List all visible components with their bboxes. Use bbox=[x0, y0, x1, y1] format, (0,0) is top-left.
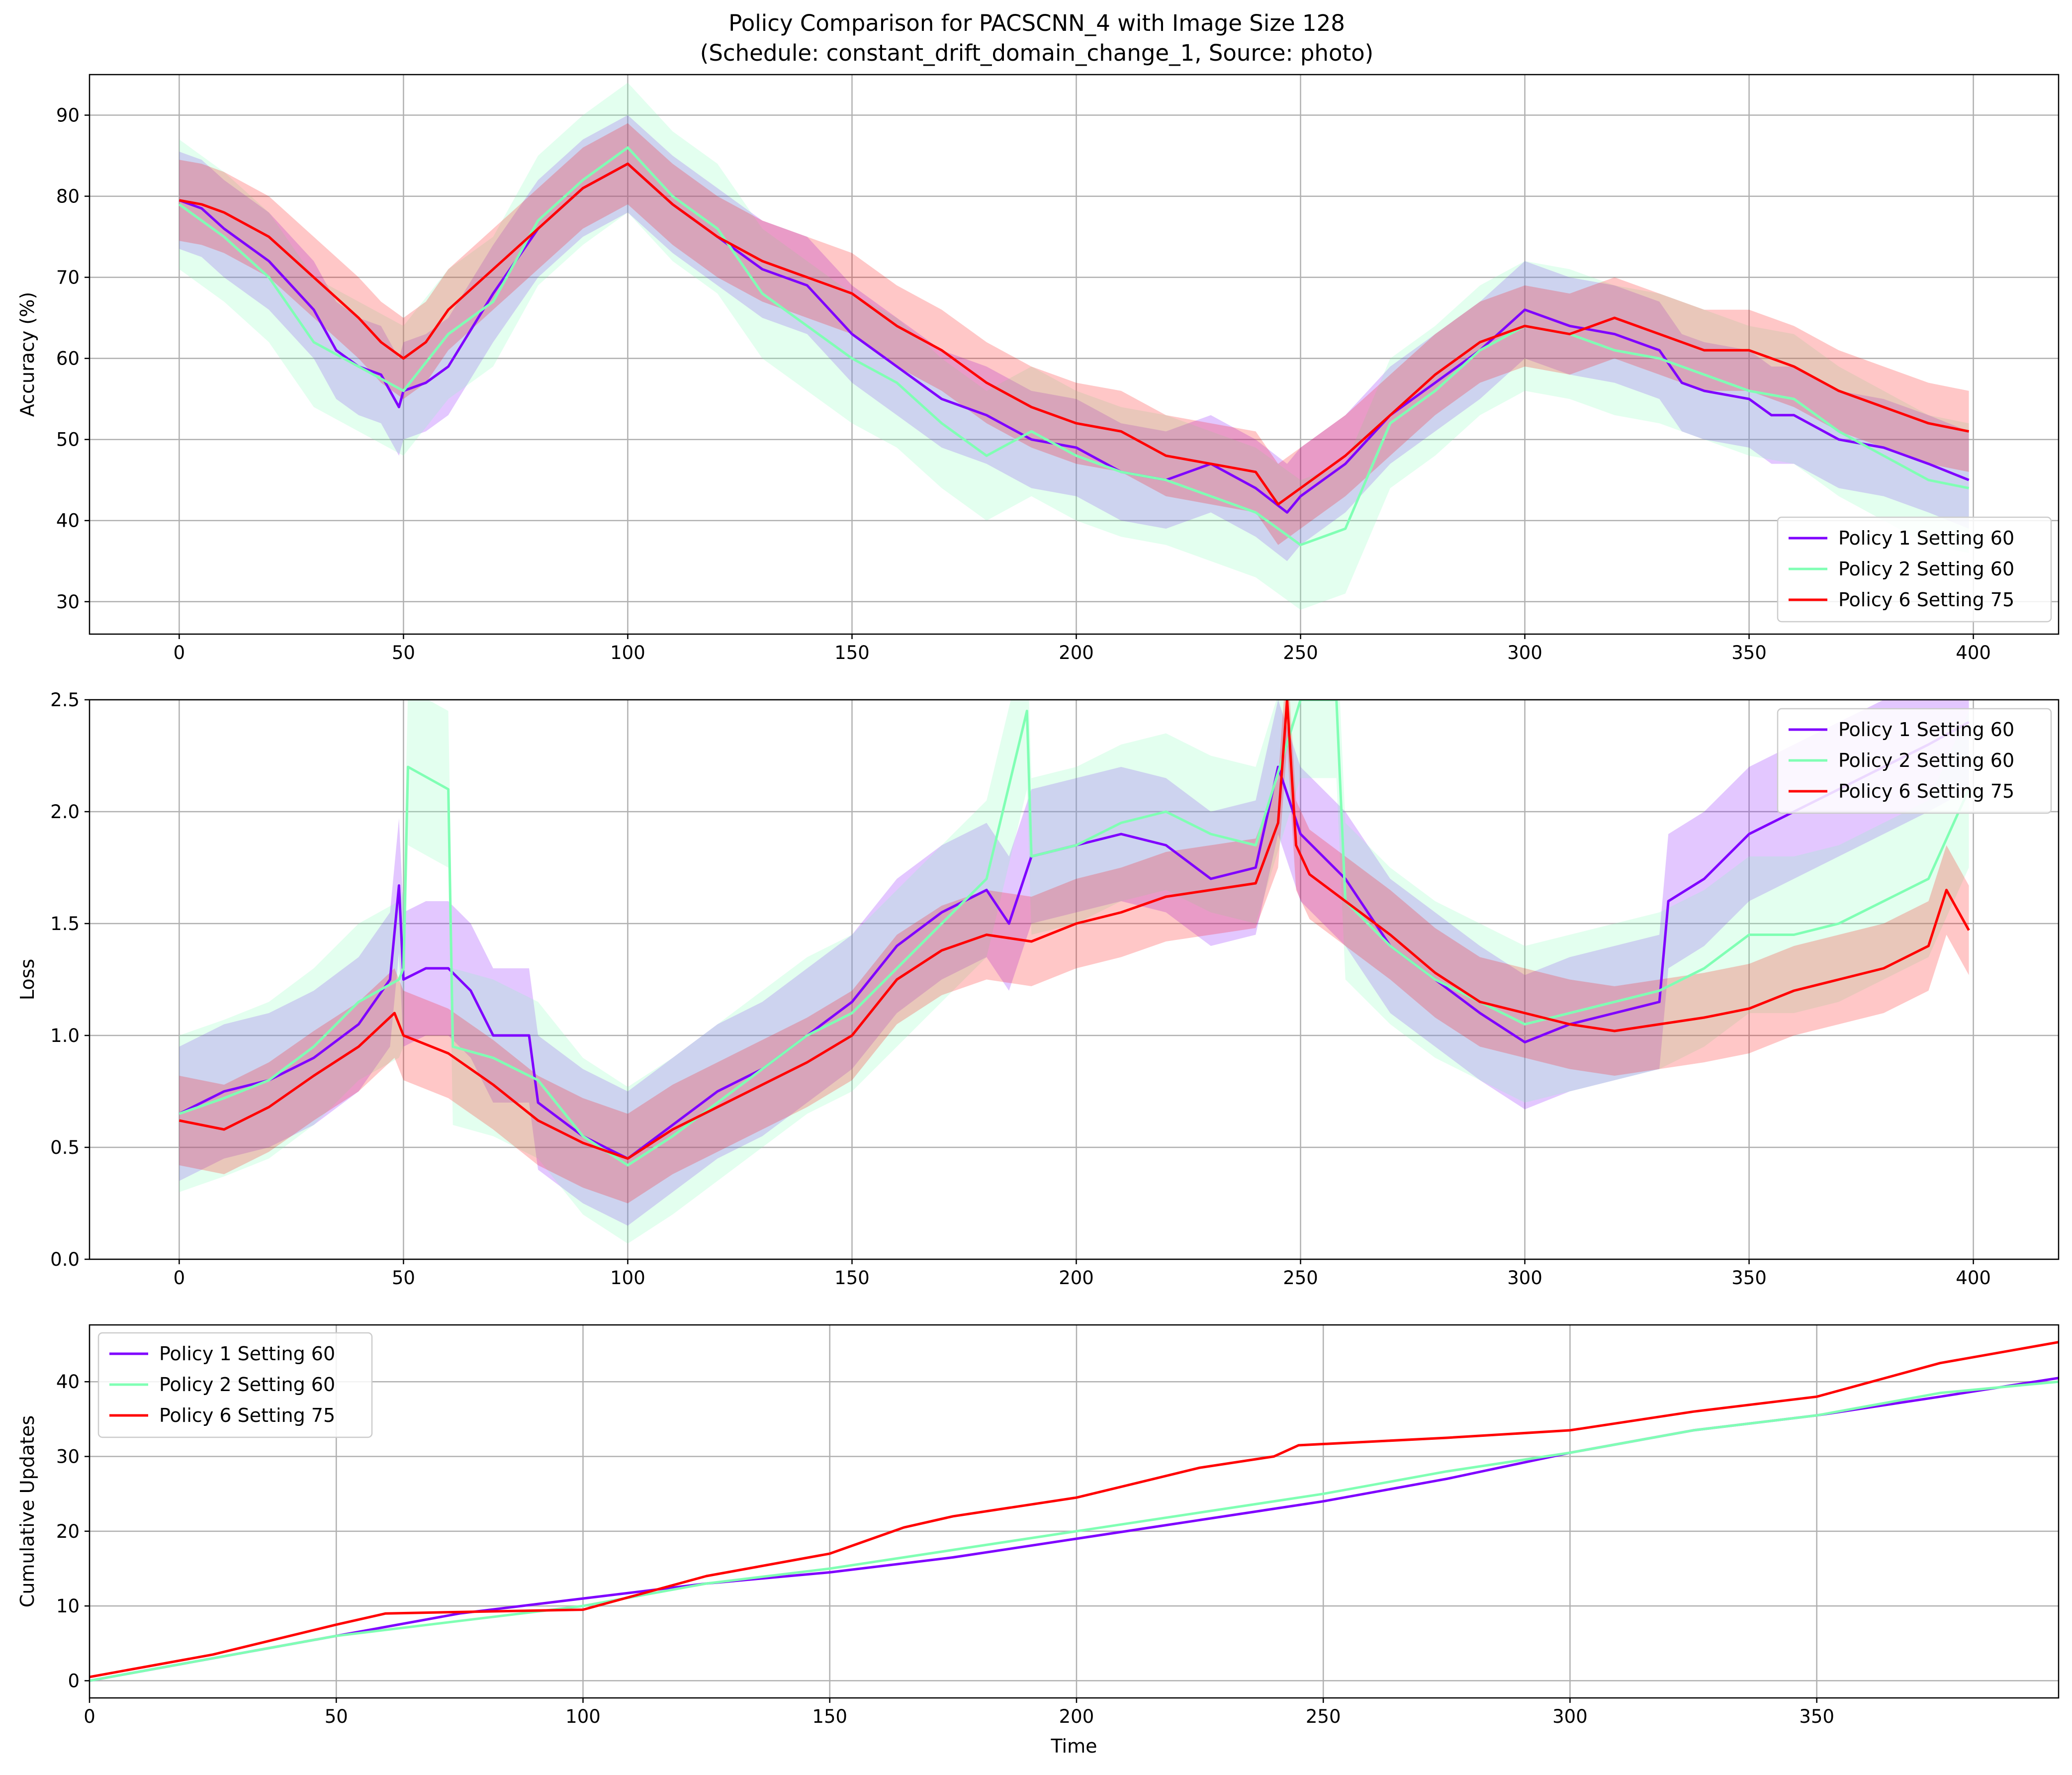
updates-x-tick-label-5: 250 bbox=[1306, 1706, 1341, 1727]
loss-legend-label-3: Policy 6 Setting 75 bbox=[1838, 780, 2014, 802]
updates-y-tick-label-4: 40 bbox=[56, 1371, 80, 1393]
accuracy-y-tick-label-6: 90 bbox=[56, 105, 80, 126]
accuracy-band-1 bbox=[179, 115, 1969, 561]
loss-x-tick-label-0: 0 bbox=[174, 1267, 185, 1289]
figure-title-line-2: (Schedule: constant_drift_domain_change_… bbox=[700, 40, 1373, 66]
accuracy-series-line-1 bbox=[179, 162, 1970, 514]
loss-band-3 bbox=[179, 700, 1969, 1204]
accuracy-y-tick-label-5: 80 bbox=[56, 186, 80, 207]
loss-legend-label-1: Policy 1 Setting 60 bbox=[1838, 719, 2014, 741]
accuracy-legend: Policy 1 Setting 60 Policy 2 Setting 60 Po… bbox=[1777, 516, 2052, 623]
loss-x-tick-label-5: 250 bbox=[1283, 1267, 1318, 1289]
loss-y-tick-label-5: 2.5 bbox=[50, 689, 80, 711]
accuracy-series-line-2 bbox=[178, 146, 1970, 547]
accuracy-legend-label-2: Policy 2 Setting 60 bbox=[1838, 558, 2014, 580]
updates-x-axis-label: Time bbox=[1051, 1735, 1097, 1757]
updates-y-axis-label: Cumulative Updates bbox=[16, 1415, 38, 1607]
accuracy-frame bbox=[89, 74, 2060, 635]
accuracy-x-tick-label-8: 400 bbox=[1956, 642, 1991, 663]
loss-x-tick-label-2: 100 bbox=[610, 1267, 645, 1289]
loss-chart: 0 50 100 150 200 250 300 350 400 0.0 0.5 1.0 1.5 2.0 2… bbox=[16, 689, 2060, 1289]
accuracy-chart: 0 50 100 150 200 250 300 350 400 30 40 50 60 70 80 90 Ac… bbox=[16, 74, 2060, 663]
accuracy-x-tick-label-7: 350 bbox=[1731, 642, 1767, 663]
updates-x-tick-label-3: 150 bbox=[812, 1706, 847, 1727]
accuracy-x-tick-label-4: 200 bbox=[1059, 642, 1094, 663]
loss-y-tick-label-3: 1.5 bbox=[50, 913, 80, 934]
updates-legend-box bbox=[97, 1332, 373, 1438]
accuracy-y-tick-label-4: 70 bbox=[56, 267, 80, 288]
updates-y-tick-label-1: 10 bbox=[56, 1595, 80, 1617]
accuracy-y-tick-label-0: 30 bbox=[56, 591, 80, 613]
accuracy-x-tick-label-6: 300 bbox=[1507, 642, 1542, 663]
updates-x-tick-label-2: 100 bbox=[565, 1706, 601, 1727]
updates-legend-label-3: Policy 6 Setting 75 bbox=[159, 1404, 335, 1426]
accuracy-y-tick-label-3: 60 bbox=[56, 348, 80, 370]
loss-y-tick-label-2: 1.0 bbox=[50, 1025, 80, 1046]
loss-legend: Policy 1 Setting 60 Policy 2 Setting 60 Po… bbox=[1777, 708, 2052, 814]
loss-y-tick-label-0: 0.0 bbox=[50, 1249, 80, 1270]
updates-x-tick-label-1: 50 bbox=[325, 1706, 348, 1727]
accuracy-y-tick-label-1: 40 bbox=[56, 510, 80, 532]
accuracy-series-line-3 bbox=[179, 162, 1970, 506]
loss-y-axis-label: Loss bbox=[16, 959, 38, 1000]
accuracy-legend-box bbox=[1777, 516, 2052, 623]
updates-plot-area bbox=[90, 1341, 2059, 1682]
loss-plot-area bbox=[179, 700, 1970, 1244]
updates-x-tick-label-7: 350 bbox=[1799, 1706, 1834, 1727]
loss-x-tick-label-1: 50 bbox=[392, 1267, 415, 1289]
updates-frame bbox=[89, 1324, 2060, 1699]
accuracy-x-tick-label-3: 150 bbox=[834, 642, 870, 663]
updates-x-tick-label-0: 0 bbox=[84, 1706, 95, 1727]
figure-title-line-1: Policy Comparison for PACSCNN_4 with Ima… bbox=[728, 10, 1345, 36]
accuracy-y-axis-label: Accuracy (%) bbox=[16, 292, 38, 417]
updates-y-tick-label-3: 30 bbox=[56, 1446, 80, 1468]
accuracy-plot-area bbox=[178, 83, 1970, 610]
loss-x-tick-label-8: 400 bbox=[1956, 1267, 1991, 1289]
loss-x-tick-label-3: 150 bbox=[834, 1267, 870, 1289]
loss-legend-box bbox=[1777, 708, 2052, 814]
loss-series-line-1 bbox=[179, 721, 1970, 1160]
loss-legend-label-2: Policy 2 Setting 60 bbox=[1838, 749, 2014, 771]
cumulative-updates-chart: 0 50 100 150 200 250 300 350 0 10 20 30 40 Cumulative… bbox=[16, 1324, 2060, 1757]
loss-x-tick-label-6: 300 bbox=[1507, 1267, 1542, 1289]
updates-legend: Policy 1 Setting 60 Policy 2 Setting 60 Po… bbox=[97, 1332, 373, 1438]
loss-series-line-2 bbox=[179, 700, 1970, 1167]
accuracy-y-tick-label-2: 50 bbox=[56, 429, 80, 451]
accuracy-x-tick-label-0: 0 bbox=[174, 642, 185, 663]
loss-x-tick-label-4: 200 bbox=[1059, 1267, 1094, 1289]
loss-series-line-3 bbox=[179, 700, 1970, 1160]
loss-band-2 bbox=[179, 700, 1969, 1244]
accuracy-x-tick-label-5: 250 bbox=[1283, 642, 1318, 663]
loss-y-tick-label-4: 2.0 bbox=[50, 801, 80, 823]
updates-legend-label-2: Policy 2 Setting 60 bbox=[159, 1374, 335, 1396]
accuracy-band-2 bbox=[179, 83, 1969, 610]
loss-x-tick-label-7: 350 bbox=[1731, 1267, 1767, 1289]
updates-y-tick-label-0: 0 bbox=[68, 1670, 80, 1691]
updates-y-tick-label-2: 20 bbox=[56, 1521, 80, 1542]
accuracy-x-tick-label-1: 50 bbox=[392, 642, 415, 663]
updates-legend-label-1: Policy 1 Setting 60 bbox=[159, 1343, 335, 1365]
loss-y-tick-label-1: 0.5 bbox=[50, 1137, 80, 1158]
updates-x-tick-label-6: 300 bbox=[1552, 1706, 1588, 1727]
updates-series-line-2 bbox=[90, 1380, 2059, 1682]
loss-band-1 bbox=[179, 700, 1969, 1226]
updates-series-line-3 bbox=[90, 1341, 2059, 1679]
accuracy-legend-label-3: Policy 6 Setting 75 bbox=[1838, 589, 2014, 611]
loss-frame bbox=[89, 699, 2060, 1260]
updates-x-tick-label-4: 200 bbox=[1059, 1706, 1094, 1727]
accuracy-legend-label-1: Policy 1 Setting 60 bbox=[1838, 527, 2014, 549]
accuracy-x-tick-label-2: 100 bbox=[610, 642, 645, 663]
